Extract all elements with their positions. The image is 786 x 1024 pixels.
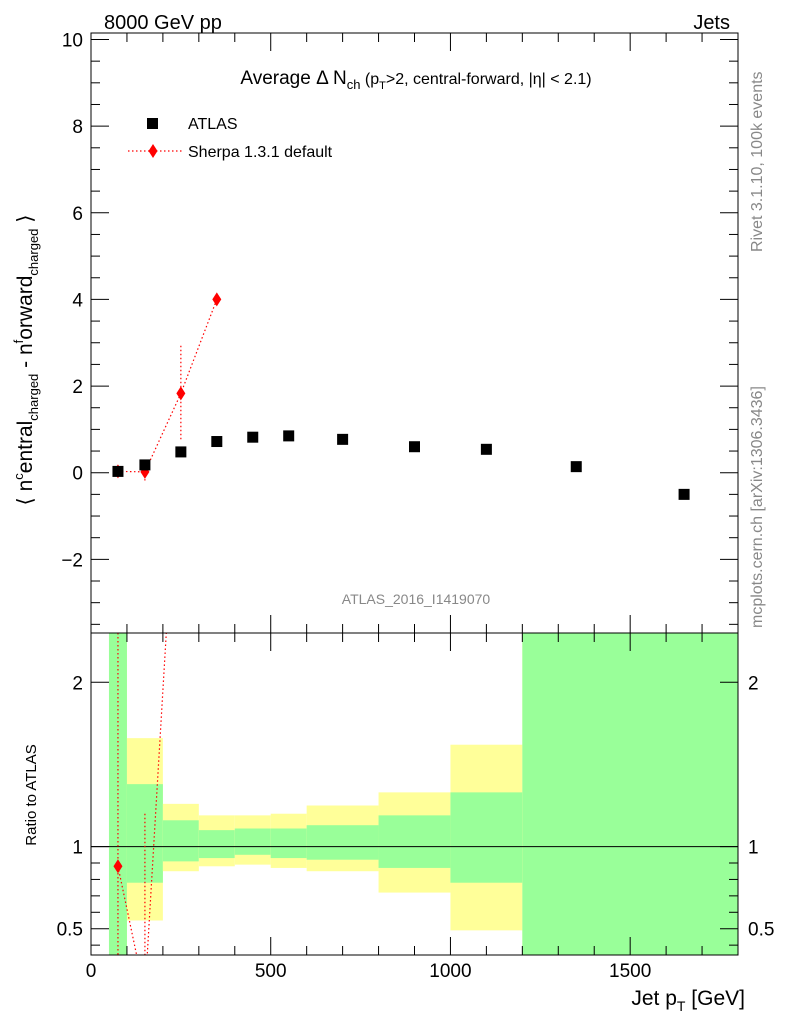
legend-atlas-marker xyxy=(147,118,158,129)
main-ytick-label: 8 xyxy=(72,117,83,138)
main-ytick-label: 4 xyxy=(72,290,83,311)
ratio-ticks: 0.5 0.5 1 1 2 2 0 500 1000 1500 xyxy=(57,633,774,982)
main-ytick-label: 6 xyxy=(72,204,83,225)
analysis-watermark: ATLAS_2016_I1419070 xyxy=(342,591,491,607)
atlas-point xyxy=(247,431,259,443)
main-ytick-label: 10 xyxy=(62,30,83,51)
atlas-point xyxy=(112,465,124,477)
x-tick-label: 1500 xyxy=(609,961,651,982)
ratio-ytick-label: 2 xyxy=(72,673,83,694)
atlas-point xyxy=(175,446,187,458)
sherpa-line xyxy=(117,299,218,473)
ratio-band-inner xyxy=(198,830,235,859)
ratio-ytick-label: 1 xyxy=(72,838,83,859)
main-panel: −2 0 2 4 6 8 10 Average Δ Nch (pT>2, central-f… xyxy=(11,30,739,634)
sherpa-point xyxy=(212,292,222,307)
ratio-band-inner xyxy=(270,828,307,859)
main-ytick-label: 2 xyxy=(72,377,83,398)
rivet-label: Rivet 3.1.10, 100k events xyxy=(749,71,766,252)
ratio-band-inner xyxy=(450,792,523,883)
ratio-band-inner xyxy=(126,784,163,883)
ratio-sherpa-point xyxy=(113,859,123,874)
ratio-y-label: Ratio to ATLAS xyxy=(23,744,40,845)
main-y-label: ⟨ ncentralcharged - nforwardcharged ⟩ xyxy=(11,215,41,506)
ratio-frame xyxy=(90,632,739,956)
atlas-point xyxy=(139,459,151,471)
ratio-band-inner xyxy=(378,815,451,868)
ratio-band-inner xyxy=(522,633,738,955)
ratio-ytick-label: 0.5 xyxy=(57,920,83,941)
legend: ATLAS Sherpa 1.3.1 default xyxy=(128,116,333,161)
ratio-band-inner xyxy=(234,828,271,855)
x-tick-label: 500 xyxy=(255,961,287,982)
ratio-band-inner xyxy=(306,825,379,860)
main-title: Average Δ Nch (pT>2, central-forward, |η… xyxy=(240,68,591,92)
x-axis-label: Jet pT [GeV] xyxy=(631,987,745,1014)
atlas-point xyxy=(337,433,349,445)
ratio-panel: 0.5 0.5 1 1 2 2 0 500 1000 1500 Ratio to ATLAS Je… xyxy=(23,632,774,1014)
ratio-ytick-label-right: 0.5 xyxy=(748,920,774,941)
main-marks xyxy=(112,292,690,500)
mcplots-label: mcplots.cern.ch [arXiv:1306.3436] xyxy=(749,386,766,628)
atlas-point xyxy=(678,488,690,500)
x-tick-label: 0 xyxy=(86,961,97,982)
header-right: Jets xyxy=(693,12,730,34)
sherpa-point xyxy=(176,386,186,401)
legend-sherpa-marker xyxy=(148,144,158,158)
main-ticks: −2 0 2 4 6 8 10 xyxy=(61,30,739,633)
atlas-point xyxy=(570,461,582,473)
atlas-point xyxy=(480,443,492,455)
ratio-band-inner xyxy=(162,820,199,862)
legend-sherpa-label: Sherpa 1.3.1 default xyxy=(188,144,333,161)
ratio-ytick-label-right: 1 xyxy=(748,838,759,859)
main-ytick-label: 0 xyxy=(72,464,83,485)
ratio-sherpa-group xyxy=(117,633,167,955)
atlas-point xyxy=(283,430,295,442)
ratio-ytick-label-right: 2 xyxy=(748,673,759,694)
x-tick-label: 1000 xyxy=(429,961,471,982)
atlas-point xyxy=(211,436,223,448)
ratio-marks xyxy=(91,633,738,955)
ratio-bands xyxy=(108,633,738,955)
main-ytick-label: −2 xyxy=(61,550,83,571)
legend-atlas-label: ATLAS xyxy=(188,116,238,133)
atlas-point xyxy=(409,441,420,453)
header-left: 8000 GeV pp xyxy=(104,12,222,34)
